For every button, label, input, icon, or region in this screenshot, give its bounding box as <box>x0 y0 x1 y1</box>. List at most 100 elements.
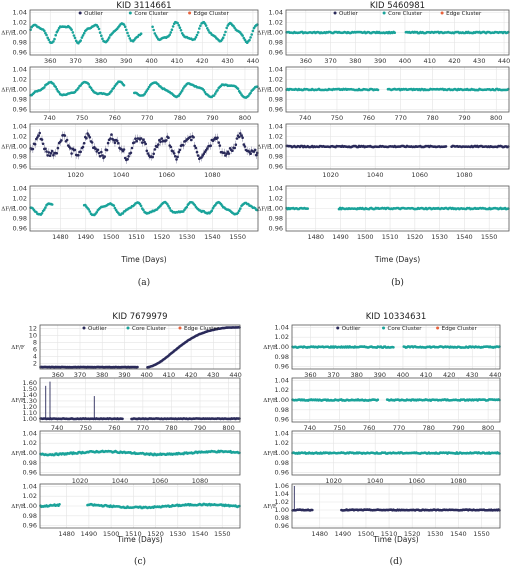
data-point <box>54 85 57 89</box>
y-tick-label: 1.02 <box>13 133 27 141</box>
legend-marker-core <box>126 326 130 330</box>
y-tick-label: 1.00 <box>13 86 27 94</box>
data-point <box>126 158 129 161</box>
y-tick-label: 0.98 <box>23 512 37 520</box>
y-tick-label: 1.04 <box>13 185 27 193</box>
data-point <box>107 36 111 39</box>
legend-label-edge: Edge Cluster <box>442 326 478 332</box>
y-tick-label: 1.02 <box>269 19 283 27</box>
series-points <box>29 128 259 164</box>
x-axis-label: Time (Days) <box>116 535 162 544</box>
series-points <box>285 206 510 211</box>
legend: Outlier Core Cluster Edge Cluster <box>336 326 477 332</box>
subplot-title: KID 10334631 <box>366 312 427 322</box>
x-tick-label: 410 <box>424 57 436 65</box>
x-tick-label: 1510 <box>381 530 398 538</box>
panel-frame <box>29 66 259 113</box>
data-point <box>238 326 241 329</box>
x-tick-label: 400 <box>397 371 409 379</box>
y-tick-label: 0.98 <box>269 39 283 47</box>
data-point <box>223 33 226 37</box>
subplot-caption: (a) <box>138 277 150 288</box>
data-point <box>198 27 201 30</box>
y-tick-label: 0.96 <box>23 469 37 477</box>
y-tick-label: 0.98 <box>13 96 27 104</box>
data-point <box>498 345 501 348</box>
panel-frame <box>39 324 241 370</box>
x-tick-label: 1490 <box>332 233 349 241</box>
x-tick-label: 790 <box>194 424 206 432</box>
data-point <box>82 31 86 35</box>
data-point <box>103 155 106 158</box>
x-tick-label: 780 <box>422 424 434 432</box>
panel-frame <box>285 185 510 232</box>
x-tick-label: 1040 <box>367 171 384 179</box>
legend-label-core: Core Cluster <box>388 326 423 332</box>
y-tick-label: 1.02 <box>275 386 289 394</box>
data-point <box>170 28 174 32</box>
x-tick-label: 360 <box>52 371 64 379</box>
x-tick-label: 750 <box>331 114 343 122</box>
y-axis-label: ΔF/F <box>257 31 271 37</box>
y-tick-label: 0.96 <box>13 163 27 171</box>
data-point <box>121 417 124 421</box>
legend-label-edge: Edge Cluster <box>184 326 220 332</box>
x-tick-label: 1510 <box>125 530 142 538</box>
data-point <box>85 137 88 140</box>
panel-d-4: 1480 1490 1500 1510 1520 1530 1540 1550 0.960.98… <box>263 482 501 538</box>
y-axis-label: ΔF/F <box>257 145 271 151</box>
data-point <box>164 139 168 142</box>
data-point <box>195 33 199 37</box>
panel-a-1: 360 370 380 390 400 410 420 430 440 0.96 0.98 1.00 1… <box>1 9 259 66</box>
x-tick-label: 400 <box>399 57 411 65</box>
data-point <box>196 154 200 157</box>
y-tick-label: 1.00 <box>23 415 37 423</box>
x-tick-label: 800 <box>239 114 251 122</box>
data-point <box>250 33 253 36</box>
x-tick-label: 760 <box>108 424 120 432</box>
x-tick-label: 1020 <box>72 477 89 485</box>
panel-b-1: 360 370 380 390 400 410 420 430 440 0.96 0.98 1.00 1… <box>257 9 510 66</box>
data-point <box>168 33 171 37</box>
x-tick-label: 1550 <box>473 530 490 538</box>
data-point <box>45 33 48 37</box>
data-point <box>174 155 177 158</box>
data-point <box>376 88 380 92</box>
data-point <box>217 141 220 144</box>
panel-c-4: 1480 1490 1500 1510 1520 1530 1540 1550 0.96 0.98… <box>11 482 241 538</box>
data-point <box>88 210 92 213</box>
data-point <box>73 36 77 40</box>
y-tick-label: 1.10 <box>23 409 37 417</box>
x-tick-label: 1520 <box>404 530 421 538</box>
data-point <box>113 206 117 210</box>
data-point <box>221 36 225 39</box>
data-point <box>48 154 52 157</box>
series-points <box>285 87 510 92</box>
panel-frame <box>39 430 241 476</box>
legend-marker-core <box>128 11 132 15</box>
data-point <box>238 417 241 420</box>
data-point <box>196 31 200 34</box>
x-tick-label: 750 <box>76 114 88 122</box>
y-tick-label: 0.98 <box>275 353 289 361</box>
x-tick-label: 390 <box>374 57 386 65</box>
data-point <box>110 89 113 93</box>
y-tick-label: 1.02 <box>275 333 289 341</box>
y-tick-label: 1.00 <box>23 449 37 457</box>
data-point <box>166 203 169 206</box>
panel-a-4: 1480 1490 1500 1510 1520 1530 1540 1550 0.96 0.98… <box>1 185 259 241</box>
series-points <box>39 502 241 510</box>
x-tick-label: 1060 <box>409 477 426 485</box>
y-tick-label: 1.04 <box>269 66 283 74</box>
data-point <box>239 207 242 210</box>
y-tick-label: 0.96 <box>13 49 27 57</box>
data-point <box>97 27 101 31</box>
panel-frame <box>291 483 501 529</box>
data-point <box>72 34 76 37</box>
data-point <box>193 37 196 41</box>
x-tick-label: 440 <box>229 371 241 379</box>
x-tick-label: 740 <box>299 114 311 122</box>
data-point <box>151 25 154 29</box>
data-point <box>238 504 241 508</box>
x-tick-label: 800 <box>482 424 494 432</box>
